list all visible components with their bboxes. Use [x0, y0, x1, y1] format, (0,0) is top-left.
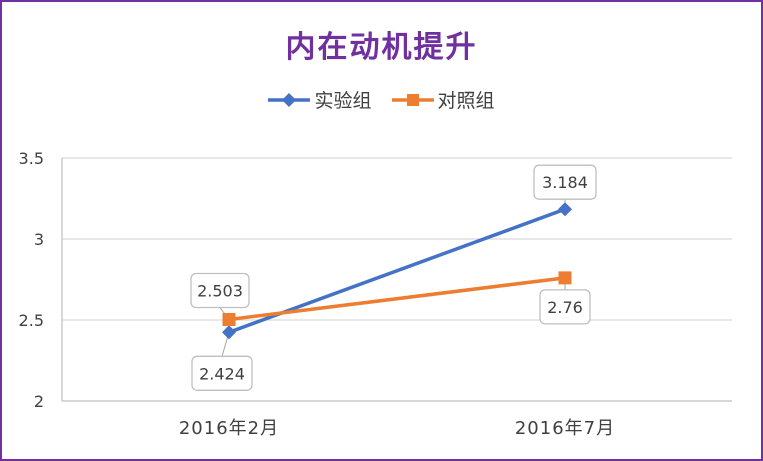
data-label: 2.76 — [547, 298, 583, 317]
data-point-diamond — [222, 325, 236, 340]
data-label: 2.424 — [199, 364, 245, 383]
legend-label-control: 对照组 — [437, 90, 495, 112]
y-tick-label: 3 — [34, 230, 44, 249]
data-point-square — [558, 271, 572, 285]
data-label-box — [533, 164, 597, 200]
data-point-square — [222, 313, 236, 327]
y-tick-label: 2 — [34, 392, 44, 411]
y-tick-label: 2.5 — [19, 311, 44, 330]
data-label-box — [190, 272, 250, 309]
legend-diamond-icon — [268, 92, 311, 107]
data-label: 2.503 — [197, 282, 243, 301]
data-label: 3.184 — [542, 173, 588, 192]
data-label-box — [539, 289, 591, 325]
x-tick-label: 2016年2月 — [179, 418, 279, 439]
legend-square-icon — [391, 93, 434, 106]
y-tick-label: 3.5 — [19, 149, 44, 168]
legend: 实验组 对照组 — [0, 86, 763, 113]
chart-title: 内在动机提升 — [285, 30, 478, 65]
x-tick-label: 2016年7月 — [515, 418, 615, 439]
legend-item-control: 对照组 — [391, 86, 495, 113]
data-point-diamond — [558, 202, 572, 217]
legend-label-experimental: 实验组 — [314, 90, 372, 112]
legend-item-experimental: 实验组 — [268, 86, 372, 113]
data-label-box — [191, 355, 253, 391]
series-line-1 — [227, 276, 567, 322]
